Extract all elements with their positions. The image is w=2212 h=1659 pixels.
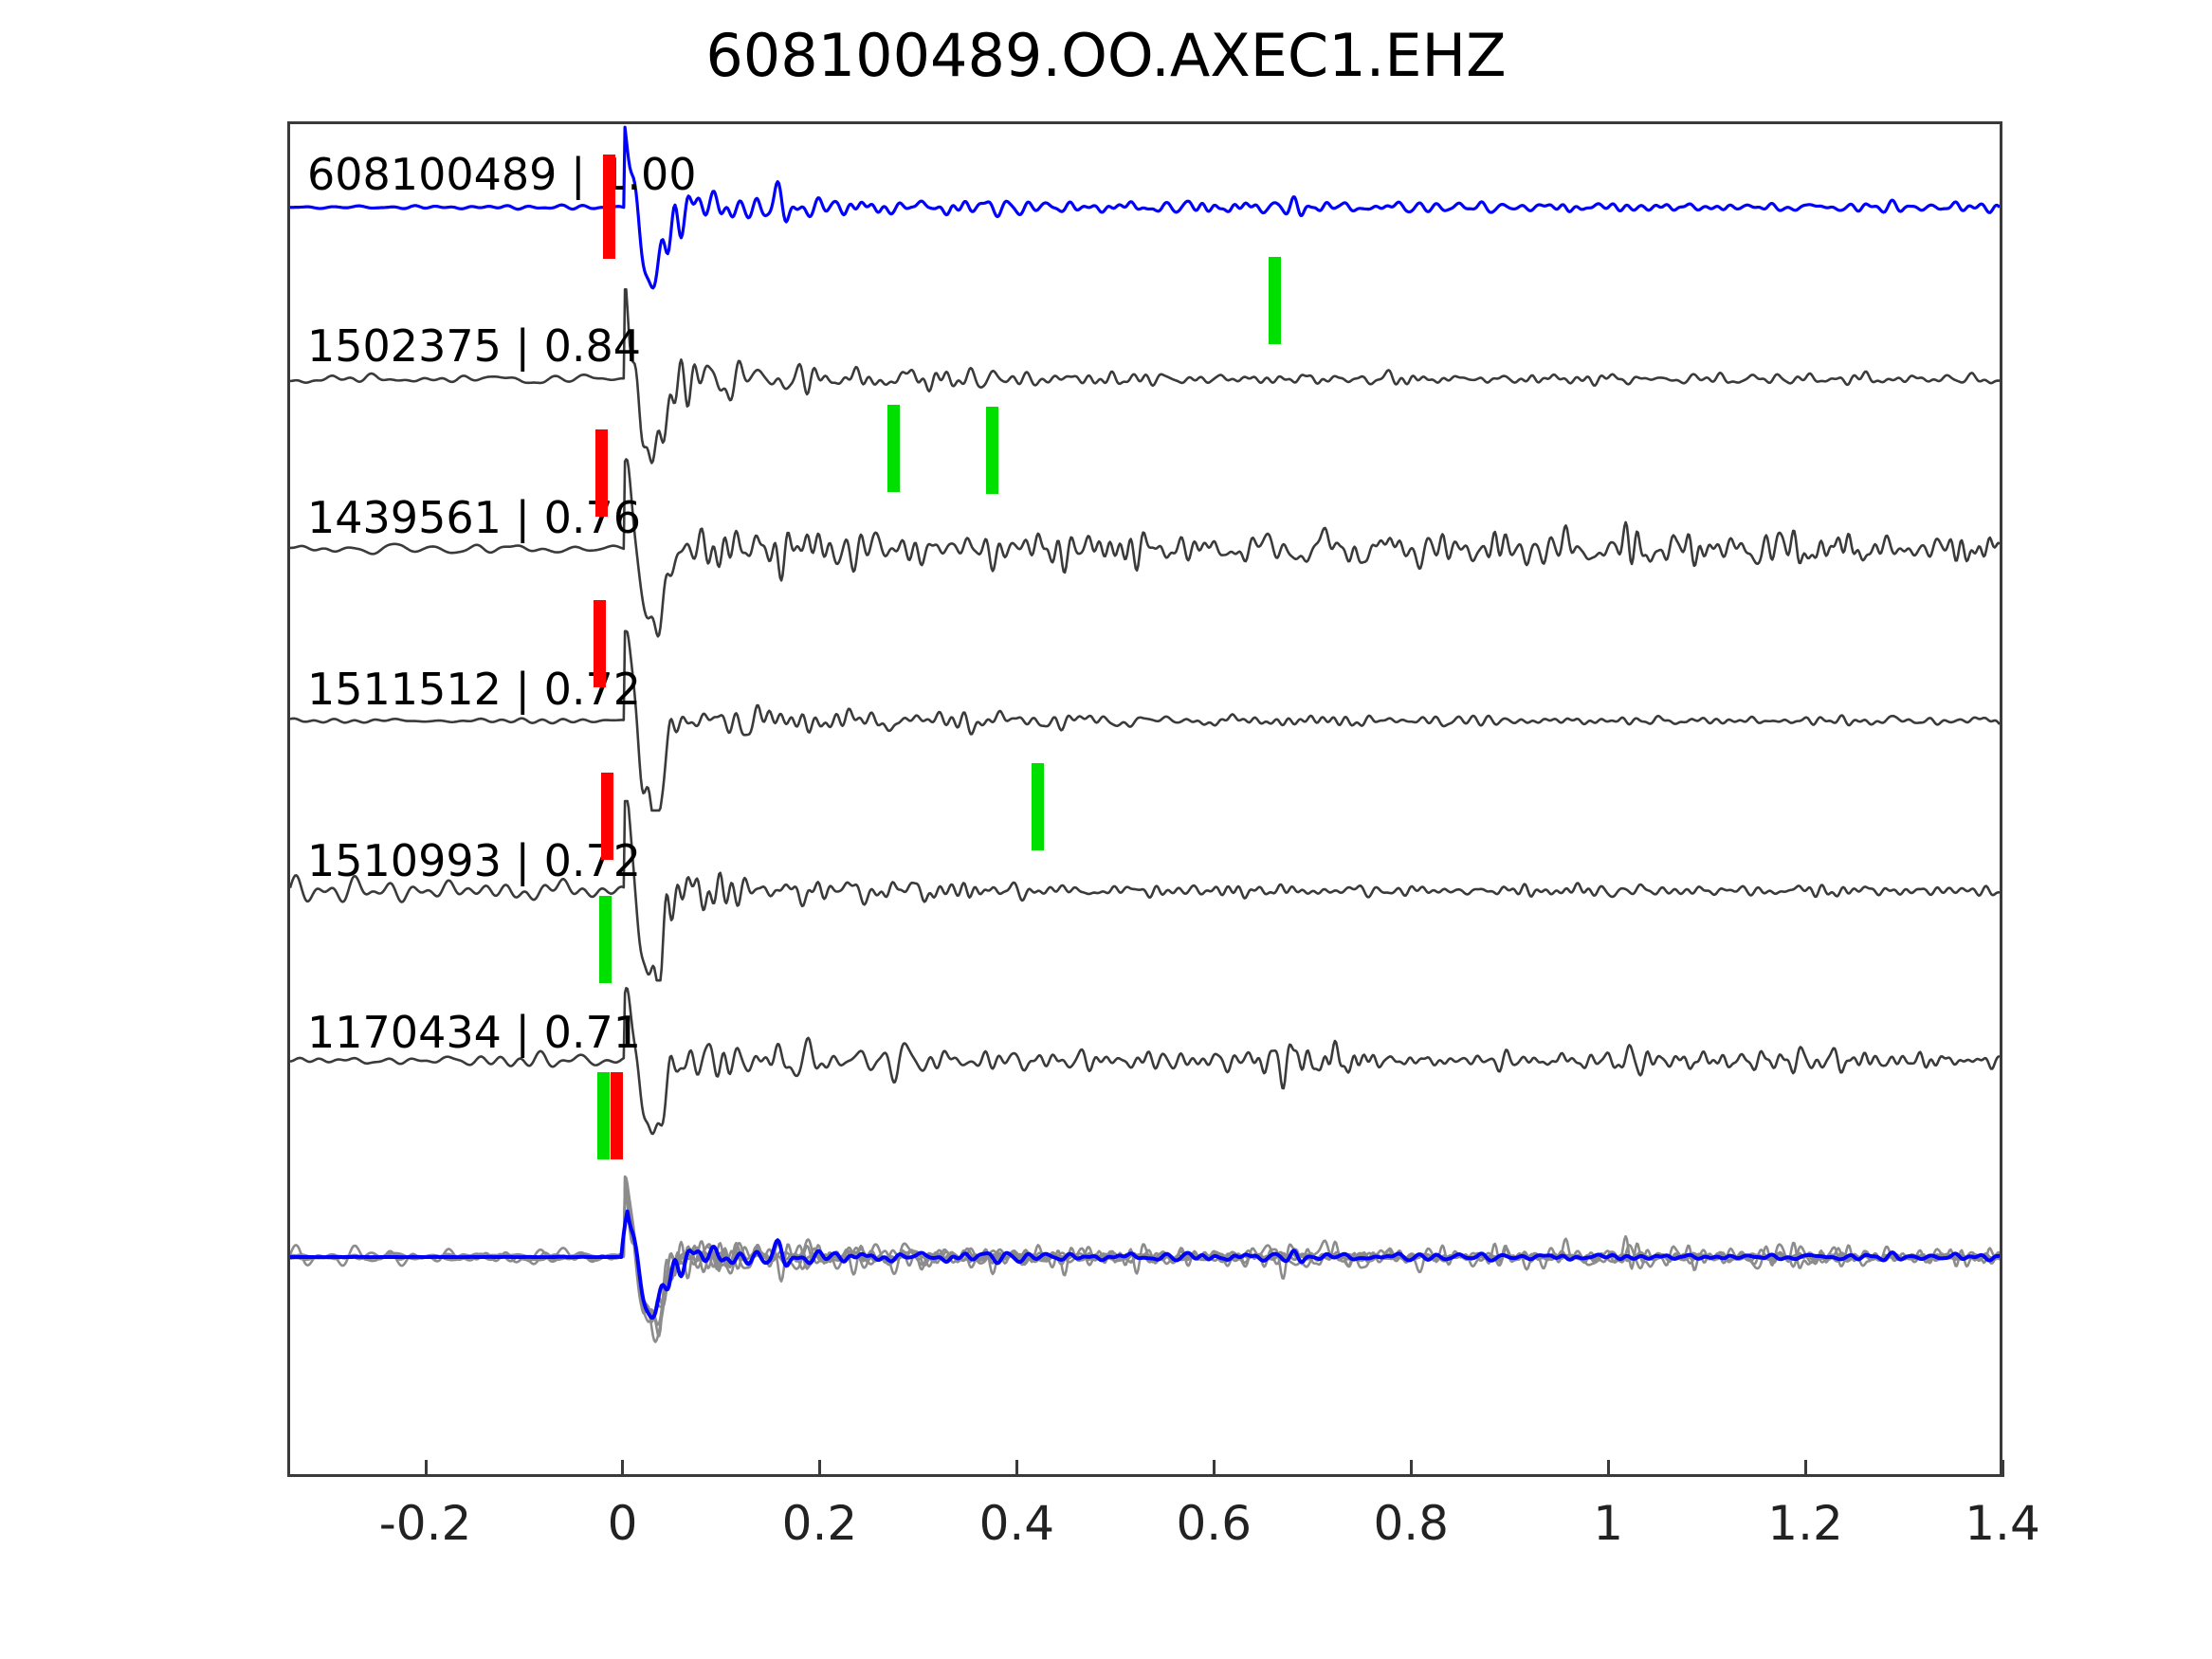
x-tick-6 <box>1607 1460 1611 1477</box>
s-pick-marker-5 <box>597 1072 610 1159</box>
x-tick-2 <box>818 1460 822 1477</box>
x-tick-0 <box>424 1460 428 1477</box>
x-tick-label-7: 1.2 <box>1767 1496 1843 1551</box>
x-tick-label-4: 0.6 <box>1176 1496 1252 1551</box>
s-pick-marker-4 <box>599 896 612 983</box>
plot-area: 608100489 | 1.00 1502375 | 0.84 1439561 … <box>287 121 2002 1477</box>
waveform-trace-3 <box>290 629 2000 812</box>
x-tick-1 <box>621 1460 625 1477</box>
waveform-trace-0 <box>290 125 2000 290</box>
trace-label-1: 1502375 | 0.84 <box>307 320 642 372</box>
x-tick-5 <box>1410 1460 1414 1477</box>
x-tick-label-0: -0.2 <box>378 1496 472 1551</box>
page-title: 608100489.OO.AXEC1.EHZ <box>705 21 1507 90</box>
trace-label-5: 1170434 | 0.71 <box>307 1007 642 1058</box>
p-pick-marker-2 <box>594 600 606 687</box>
s-pick-marker-2 <box>887 405 900 492</box>
x-tick-7 <box>1804 1460 1808 1477</box>
s-pick-marker-3 <box>1032 763 1044 850</box>
x-tick-8 <box>2002 1460 2004 1477</box>
s-pick-marker-1 <box>986 407 998 494</box>
stack-member-3 <box>290 1184 2000 1343</box>
p-pick-marker-3 <box>601 773 613 860</box>
trace-label-4: 1510993 | 0.72 <box>307 835 642 886</box>
waveform-trace-1 <box>290 287 2000 465</box>
x-tick-label-3: 0.4 <box>978 1496 1055 1551</box>
x-tick-4 <box>1213 1460 1216 1477</box>
waveform-canvas <box>290 125 2000 1343</box>
stack-reference-trace <box>290 1209 2000 1320</box>
waveform-trace-4 <box>290 799 2000 982</box>
x-tick-label-2: 0.2 <box>781 1496 858 1551</box>
waveform-trace-5 <box>290 987 2000 1136</box>
p-pick-marker-1 <box>595 429 608 517</box>
x-tick-3 <box>1015 1460 1019 1477</box>
trace-label-0: 608100489 | 1.00 <box>307 149 697 200</box>
trace-label-3: 1511512 | 0.72 <box>307 664 642 715</box>
x-tick-label-5: 0.8 <box>1373 1496 1449 1551</box>
x-tick-label-1: 0 <box>607 1496 638 1551</box>
x-tick-label-6: 1 <box>1593 1496 1624 1551</box>
x-tick-label-8: 1.4 <box>1965 1496 2040 1551</box>
p-pick-marker-5 <box>611 1072 623 1159</box>
p-pick-marker-0 <box>603 155 615 259</box>
s-pick-marker-0 <box>1269 257 1281 344</box>
waveform-trace-2 <box>290 458 2000 638</box>
trace-label-2: 1439561 | 0.76 <box>307 492 642 543</box>
